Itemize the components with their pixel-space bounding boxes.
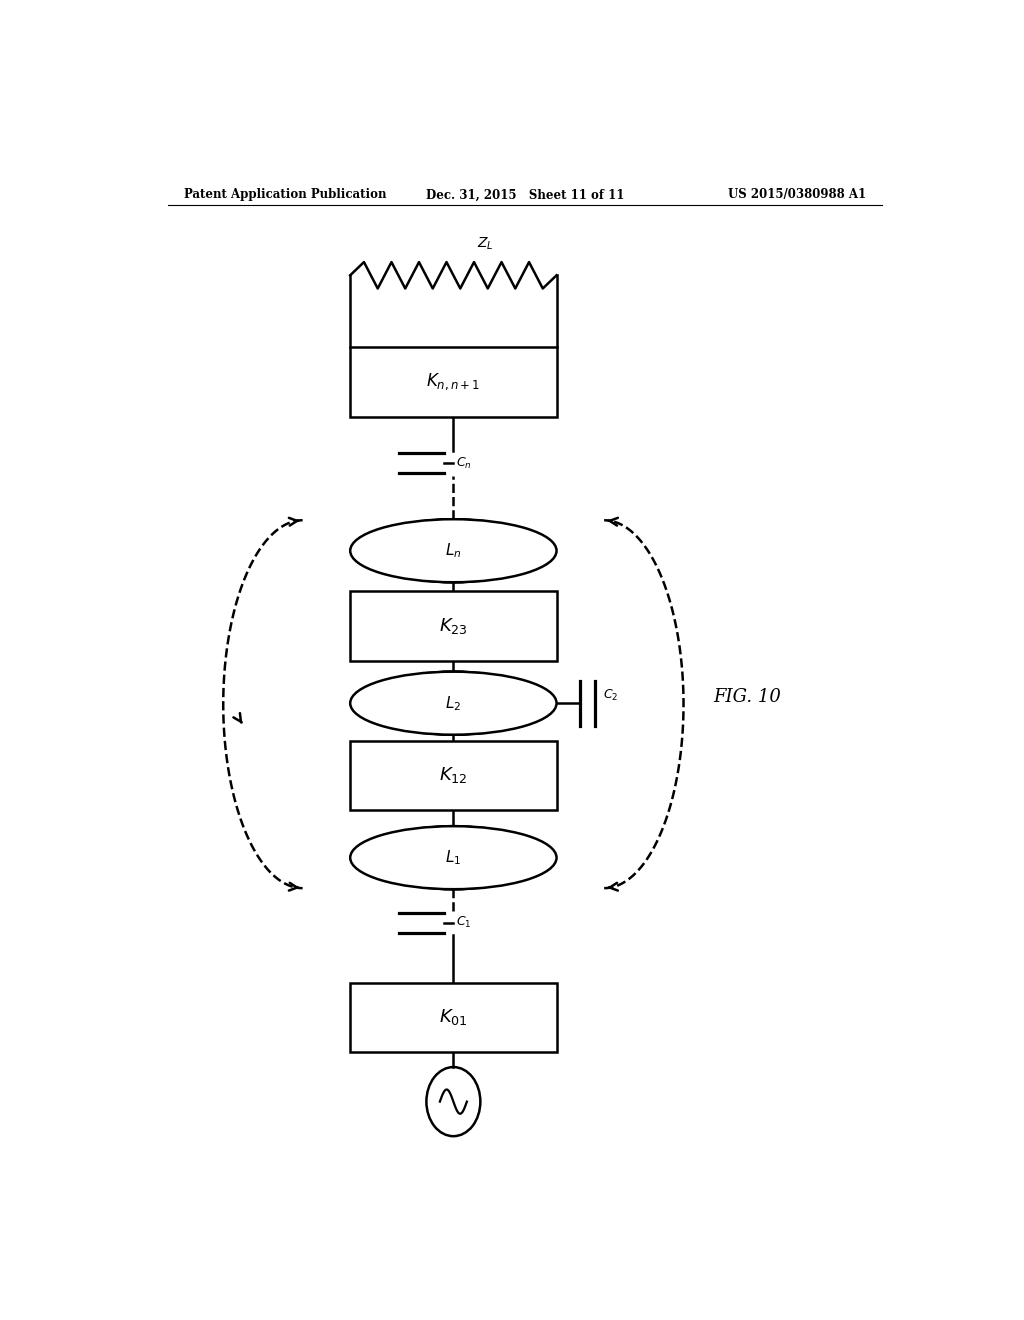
Text: $K_{n,n+1}$: $K_{n,n+1}$ [426, 372, 480, 392]
Text: $L_1$: $L_1$ [445, 849, 462, 867]
Text: $C_2$: $C_2$ [602, 688, 617, 702]
Text: $K_{12}$: $K_{12}$ [439, 766, 468, 785]
Text: $Z_L$: $Z_L$ [477, 235, 494, 252]
Text: $C_n$: $C_n$ [456, 455, 471, 471]
Ellipse shape [365, 826, 542, 890]
Bar [350, 741, 557, 810]
Text: US 2015/0380988 A1: US 2015/0380988 A1 [728, 189, 866, 202]
Text: $L_n$: $L_n$ [445, 541, 462, 560]
Ellipse shape [379, 826, 527, 890]
Ellipse shape [350, 826, 557, 890]
Text: Dec. 31, 2015   Sheet 11 of 11: Dec. 31, 2015 Sheet 11 of 11 [426, 189, 624, 202]
Bar [350, 982, 557, 1052]
Ellipse shape [365, 672, 542, 735]
Bar [350, 347, 557, 417]
Ellipse shape [350, 672, 557, 735]
Ellipse shape [379, 672, 527, 735]
Ellipse shape [379, 519, 527, 582]
Text: $K_{01}$: $K_{01}$ [439, 1007, 468, 1027]
Text: $K_{23}$: $K_{23}$ [439, 616, 468, 636]
Bar [350, 591, 557, 660]
Text: $C_1$: $C_1$ [456, 915, 471, 931]
Ellipse shape [350, 519, 557, 582]
Text: Patent Application Publication: Patent Application Publication [183, 189, 386, 202]
Text: $L_2$: $L_2$ [445, 694, 462, 713]
Ellipse shape [365, 519, 542, 582]
Text: FIG. 10: FIG. 10 [713, 688, 781, 706]
